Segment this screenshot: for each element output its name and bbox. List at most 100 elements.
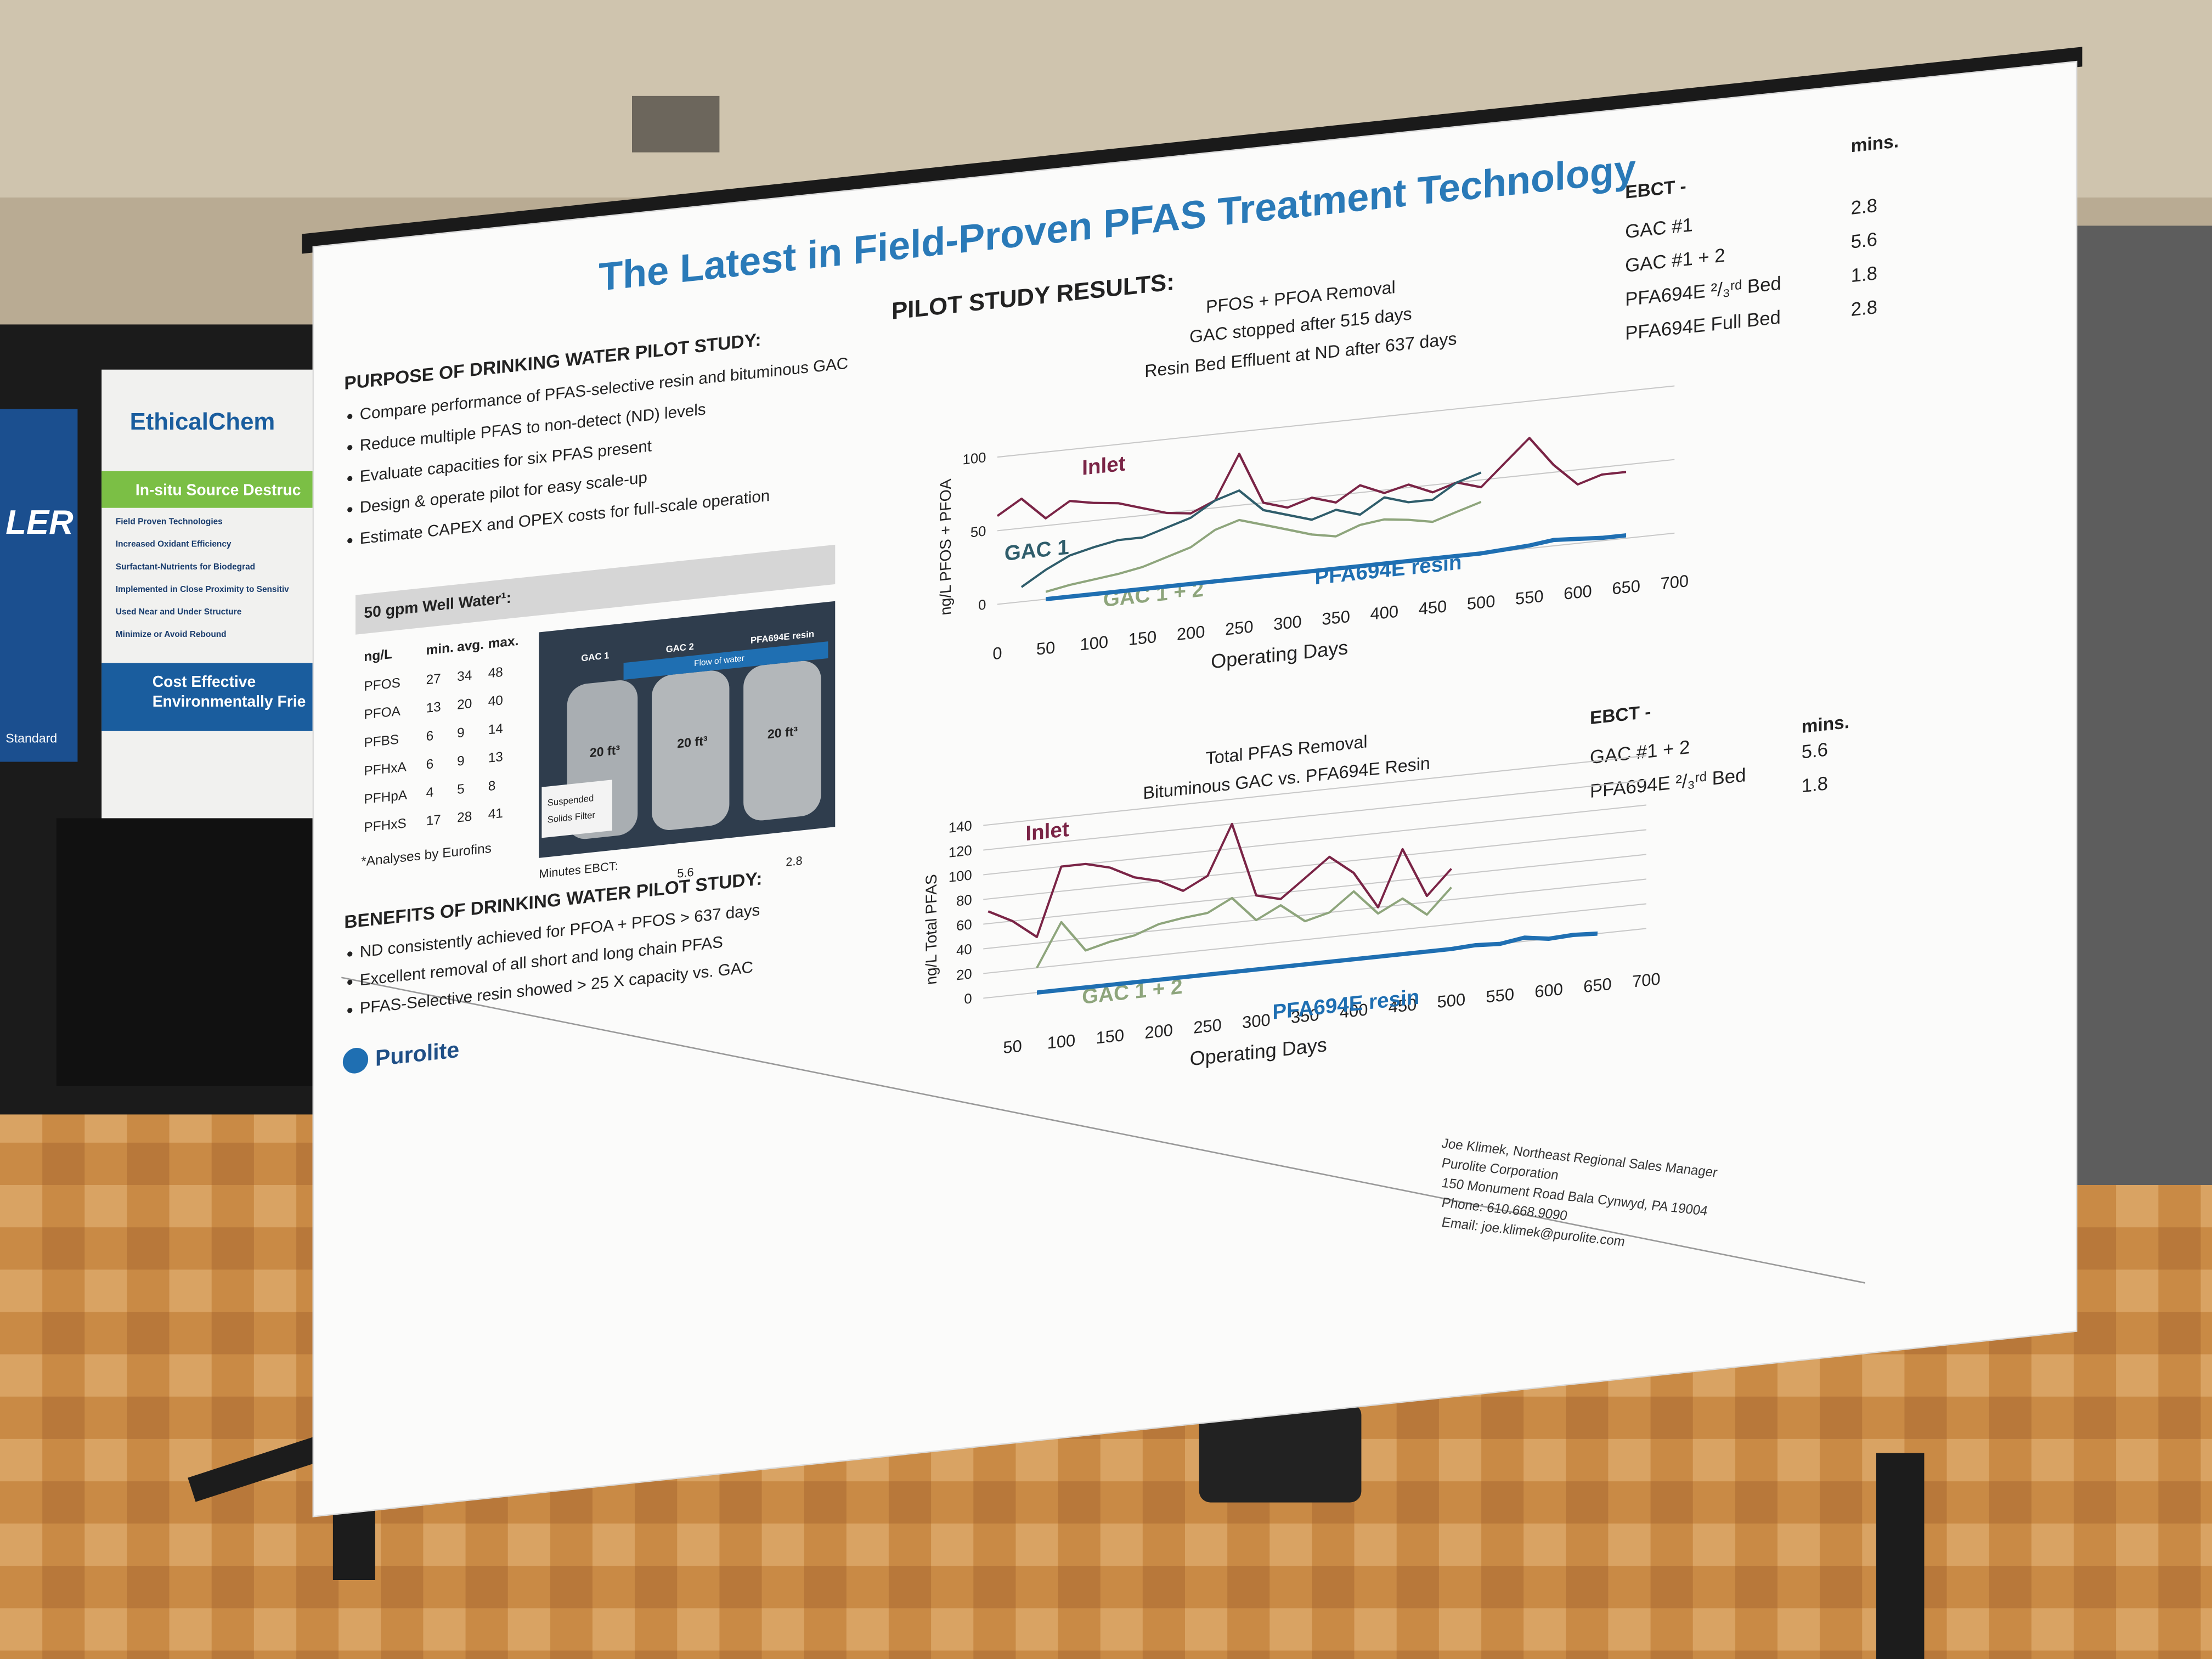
ebct-row-value: 5.6 (1802, 739, 1828, 763)
booth-side-panel (0, 409, 78, 762)
booth-table (56, 818, 339, 1086)
y-tick-label: 100 (949, 867, 972, 885)
grid-line (983, 804, 1646, 876)
logo-mark (342, 1048, 369, 1074)
table-cell: 17 (426, 812, 441, 829)
series-label: Inlet (1025, 817, 1069, 845)
series-line (996, 437, 1627, 520)
ebct-row-value: 5.6 (1851, 229, 1877, 253)
table-cell: 6 (426, 729, 434, 744)
table-cell: PFBS (364, 732, 399, 751)
bullet (347, 538, 353, 544)
bullet (347, 445, 353, 450)
booth-item: Surfactant-Nutrients for Biodegrad (116, 562, 255, 572)
bullet (347, 507, 353, 512)
table-cell: 13 (426, 699, 441, 716)
x-tick-label: 350 (1322, 607, 1350, 629)
x-tick-label: 550 (1486, 984, 1514, 1006)
grid-line (997, 385, 1675, 458)
x-tick-label: 650 (1583, 974, 1611, 996)
stand-leg (1876, 1453, 1925, 1659)
y-tick-label: 0 (964, 991, 972, 1007)
booth-footer: Cost Effective (153, 673, 256, 690)
table-cell: 5 (457, 782, 465, 797)
bullet (347, 979, 353, 985)
series-line (1045, 500, 1482, 593)
x-tick-label: 450 (1389, 995, 1417, 1017)
y-tick-label: 100 (963, 450, 986, 467)
x-tick-label: 600 (1534, 979, 1562, 1001)
x-tick-label: 100 (1080, 632, 1108, 654)
table-header-bar (356, 544, 836, 635)
photo-ebct-value: 5.6 (677, 865, 693, 881)
booth-banner-text: In-situ Source Destruc (136, 481, 301, 498)
table-cell: 34 (457, 668, 472, 685)
y-tick-label: 0 (978, 597, 986, 613)
table-column-header: min. (426, 640, 454, 658)
table-cell: 27 (426, 672, 441, 688)
booth-side-text: LER (5, 504, 74, 541)
x-tick-label: 50 (1003, 1036, 1022, 1058)
series-line (988, 822, 1452, 938)
x-tick-label: 150 (1096, 1025, 1124, 1047)
filter-box (541, 780, 612, 838)
booth-texts: EthicalChem In-situ Source Destruc Field P… (5, 408, 306, 746)
x-tick-label: 300 (1242, 1010, 1270, 1032)
divider (341, 977, 1865, 1284)
booth-item: Field Proven Technologies (116, 517, 223, 527)
y-tick-label: 60 (956, 917, 972, 934)
y-tick-label: 50 (970, 523, 986, 540)
table-cell: 6 (426, 757, 434, 772)
booth-item: Used Near and Under Structure (116, 607, 242, 617)
photo-volume: 20 ft³ (768, 724, 798, 741)
table-cell: 9 (457, 753, 465, 769)
x-tick-label: 500 (1467, 591, 1495, 613)
x-tick-label: 400 (1370, 602, 1398, 624)
x-tick-label: 50 (1036, 637, 1055, 659)
table-cell: 40 (488, 693, 503, 709)
series-line (1036, 887, 1452, 969)
bag (1199, 1403, 1362, 1503)
x-tick-label: 200 (1144, 1020, 1172, 1042)
grid-line (983, 878, 1646, 950)
grid-line (983, 755, 1646, 826)
x-tick-label: 0 (992, 644, 1002, 664)
x-tick-label: 300 (1273, 612, 1301, 634)
poster-sheet (312, 60, 2078, 1517)
table-column-header: avg. (457, 637, 484, 654)
grid-line (983, 903, 1646, 974)
tank (743, 661, 821, 821)
table-cell: 9 (457, 725, 465, 741)
x-tick-label: 550 (1515, 586, 1543, 608)
bullet (347, 1008, 353, 1013)
table-cell: 48 (488, 665, 503, 681)
x-tick-label: 700 (1632, 969, 1660, 991)
x-tick-label: 500 (1437, 990, 1465, 1012)
booth-banner (101, 369, 320, 821)
x-tick-label: 100 (1047, 1030, 1075, 1052)
poster: The Latest in Field-Proven PFAS Treatmen… (302, 47, 2083, 1517)
table-cell: 14 (488, 721, 503, 738)
table-column-header: ng/L (364, 647, 392, 664)
table-cell: 8 (488, 778, 496, 794)
x-tick-label: 350 (1291, 1005, 1319, 1027)
bullet (347, 476, 353, 482)
tank (652, 670, 730, 830)
y-tick-label: 120 (949, 843, 972, 860)
series-line (1046, 533, 1627, 601)
table-cell: 41 (488, 806, 503, 822)
booth-banner-footer (101, 663, 320, 731)
photo-ebct-value: 2.8 (786, 854, 802, 869)
vent (632, 95, 720, 153)
table-cell: 13 (488, 749, 503, 766)
booth-footer: Environmentally Frie (153, 692, 306, 710)
bullet (347, 414, 353, 419)
y-tick-label: 140 (949, 818, 972, 836)
grid-line (983, 829, 1646, 900)
x-tick-label: 250 (1193, 1015, 1221, 1037)
booth-brand: EthicalChem (130, 408, 275, 435)
x-tick-label: 600 (1564, 582, 1592, 603)
grid-line (983, 854, 1646, 925)
y-tick-label: 80 (956, 892, 972, 909)
